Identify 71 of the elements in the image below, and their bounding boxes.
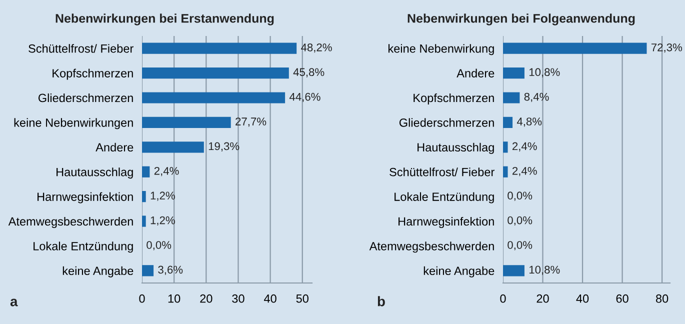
x-tick-label: 40 [576, 294, 589, 303]
bar [503, 166, 508, 178]
bar [503, 42, 647, 54]
data-label: 2,4% [512, 142, 537, 152]
x-tick-label: 60 [616, 294, 628, 303]
y-tick-label: Kopfschmerzen [414, 93, 494, 104]
data-label: 1,2% [150, 216, 175, 226]
bar [142, 92, 286, 104]
x-tick-label: 80 [656, 294, 668, 303]
bar [503, 67, 524, 79]
bar [503, 142, 508, 153]
y-tick-label: keine Angabe [424, 266, 494, 278]
data-label: 10,8% [529, 68, 560, 78]
bar [142, 116, 231, 128]
data-label: 27,7% [236, 118, 266, 127]
data-label: 0,0% [508, 216, 532, 226]
data-label: 19,3% [208, 142, 240, 152]
x-tick-label: 40 [264, 294, 276, 303]
bar [503, 265, 524, 276]
bar [142, 67, 289, 79]
y-tick-label: keine Nebenwirkung [388, 44, 494, 56]
x-tick-label: 0 [139, 294, 145, 303]
data-label: 8,4% [524, 92, 549, 102]
text: a [10, 298, 18, 306]
data-label: 72,3% [651, 43, 682, 53]
bar [503, 116, 513, 128]
data-label: 1,2% [150, 192, 175, 201]
y-tick-label: Hautausschlag [56, 168, 133, 179]
x-tick-label: 0 [500, 294, 506, 303]
bar [142, 265, 154, 276]
y-tick-label: Hautausschlag [418, 142, 494, 154]
x-tick-label: 10 [168, 294, 180, 303]
data-label: 44,6% [289, 92, 320, 102]
data-label: 4,8% [516, 118, 542, 127]
y-tick-label: Schüttelfrost/ Fieber [390, 168, 494, 176]
y-tick-label: Atemwegsbeschwerden [369, 242, 494, 253]
data-label: 2,4% [512, 166, 537, 176]
y-tick-label: keine Nebenwirkungen [14, 118, 133, 130]
y-tick-label: Gliederschmerzen [399, 118, 494, 127]
data-label: 48,2% [301, 43, 332, 53]
data-label: 2,4% [154, 166, 179, 176]
y-tick-label: keine Angabe [62, 266, 134, 278]
x-tick-label: 20 [536, 294, 549, 303]
y-tick-label: Lokale Entzündung [394, 192, 494, 204]
data-label: 10,8% [529, 266, 560, 275]
data-label: 0,0% [146, 241, 172, 250]
x-tick-label: 20 [200, 294, 212, 303]
y-tick-label: Schüttelfrost/ Fieber [28, 44, 134, 53]
chart-title: Nebenwirkungen bei Folgeanwendung [408, 14, 635, 26]
data-label: 45,8% [293, 68, 324, 78]
x-tick-label: 50 [296, 294, 308, 303]
bar [503, 92, 520, 104]
y-tick-label: Kopfschmerzen [52, 68, 133, 80]
text: b [378, 296, 385, 306]
y-tick-label: Andere [456, 68, 494, 78]
y-tick-label: Andere [96, 142, 134, 152]
y-tick-label: Harnwegsinfektion [38, 192, 133, 204]
y-tick-label: Gliederschmerzen [38, 93, 133, 102]
bar [142, 42, 297, 54]
bar [142, 166, 150, 178]
data-label: 0,0% [508, 192, 532, 201]
y-tick-label: Harnwegsinfektion [398, 216, 494, 228]
chart-title: Nebenwirkungen bei Erstanwendung [56, 14, 274, 26]
data-label: 0,0% [508, 241, 532, 250]
x-tick-label: 30 [232, 294, 244, 303]
bar [142, 190, 146, 202]
y-tick-label: Atemwegsbeschwerden [8, 216, 133, 228]
bar [142, 142, 204, 153]
bar [142, 216, 146, 227]
y-tick-label: Lokale Entzündung [34, 242, 133, 253]
data-label: 3,6% [158, 266, 183, 275]
